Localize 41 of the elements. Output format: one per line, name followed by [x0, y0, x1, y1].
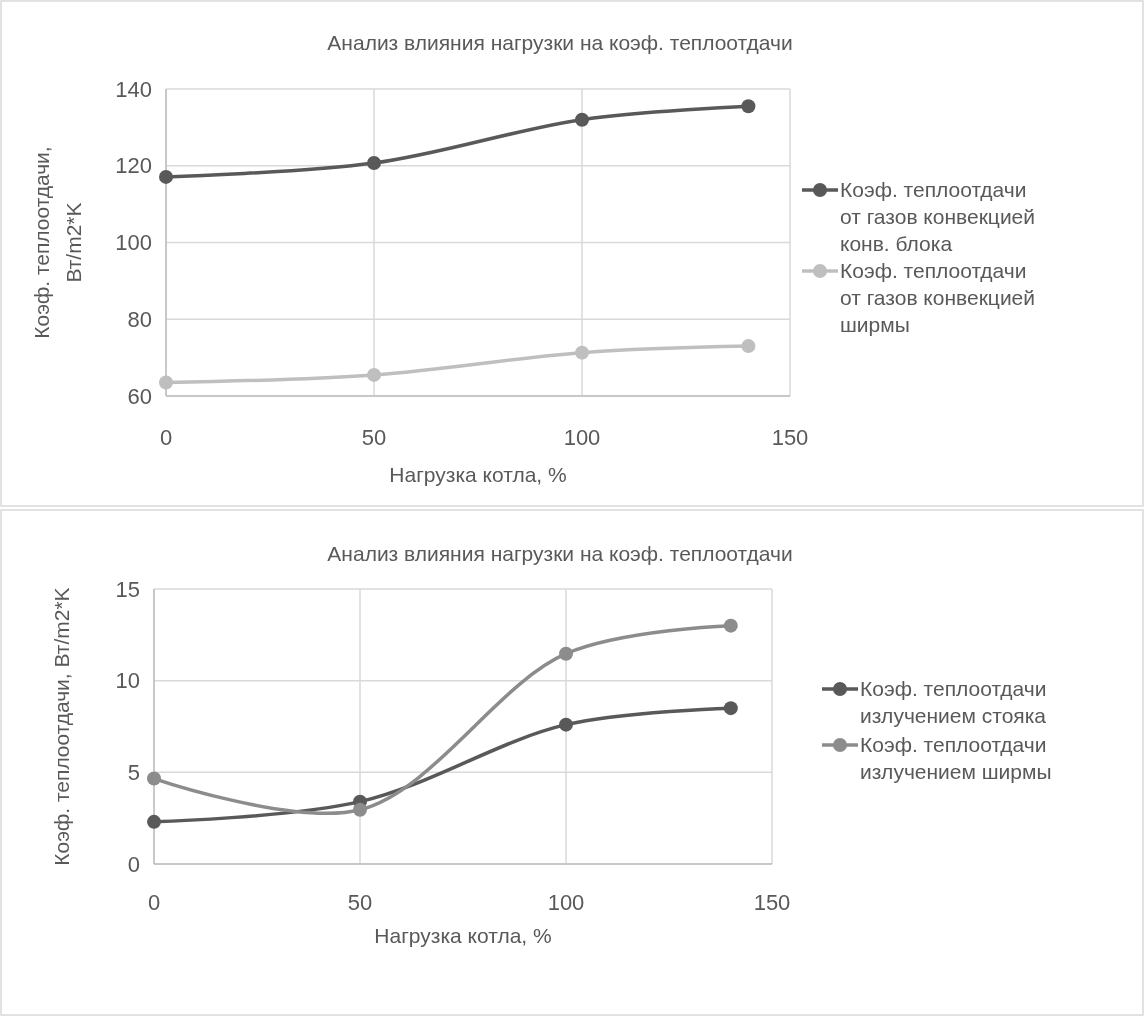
- x-tick-label: 150: [771, 425, 809, 450]
- point: [559, 646, 573, 661]
- y-tick-label: 5: [127, 760, 140, 786]
- x-axis-title: Нагрузка котла, %: [389, 463, 567, 486]
- legend-label: Коэф. теплоотдачи от газов конвекцией ширмы: [840, 259, 1036, 337]
- x-tick-label: 100: [563, 425, 601, 450]
- x-tick-label: 150: [753, 890, 791, 915]
- point: [147, 814, 161, 829]
- point: [575, 345, 589, 360]
- legend-label: Коэф. теплоотдачи от газов конвекцией конв. блока: [840, 178, 1036, 256]
- y-axis-title: Коэф. теплоотдачи, Вт/m2*K: [30, 146, 86, 339]
- y-tick-label: 80: [127, 306, 152, 332]
- point: [741, 99, 756, 114]
- point: [159, 169, 173, 184]
- x-tick-label: 100: [547, 890, 585, 915]
- y-tick-label: 15: [115, 576, 140, 602]
- legend-label: Коэф. теплоотдачи излучением ширмы: [860, 733, 1052, 784]
- point: [367, 156, 381, 171]
- y-tick-label: 60: [127, 383, 152, 409]
- point: [723, 701, 738, 716]
- point: [353, 802, 367, 817]
- x-axis-title: Нагрузка котла, %: [374, 924, 552, 947]
- point: [559, 717, 573, 732]
- x-tick-label: 50: [361, 425, 387, 450]
- legend-label: Коэф. теплоотдачи излучением стояка: [860, 677, 1047, 728]
- y-tick-label: 120: [115, 153, 152, 179]
- point: [367, 367, 381, 382]
- point: [575, 112, 589, 127]
- x-tick-label: 50: [347, 890, 373, 915]
- y-tick-label: 140: [115, 76, 152, 102]
- x-tick-label: 0: [159, 425, 173, 450]
- y-tick-label: 0: [127, 851, 140, 877]
- point: [159, 375, 173, 390]
- point: [723, 618, 738, 633]
- point: [741, 339, 756, 354]
- point: [147, 771, 161, 786]
- y-tick-label: 10: [115, 668, 140, 694]
- chart-title: Анализ влияния нагрузки на коэф. теплоотдачи: [327, 31, 793, 54]
- y-axis-title: Коэф. теплоотдачи, Вт/m2*K: [50, 587, 74, 866]
- y-tick-label: 100: [115, 230, 152, 256]
- chart-title: Анализ влияния нагрузки на коэф. теплоотдачи: [327, 542, 793, 565]
